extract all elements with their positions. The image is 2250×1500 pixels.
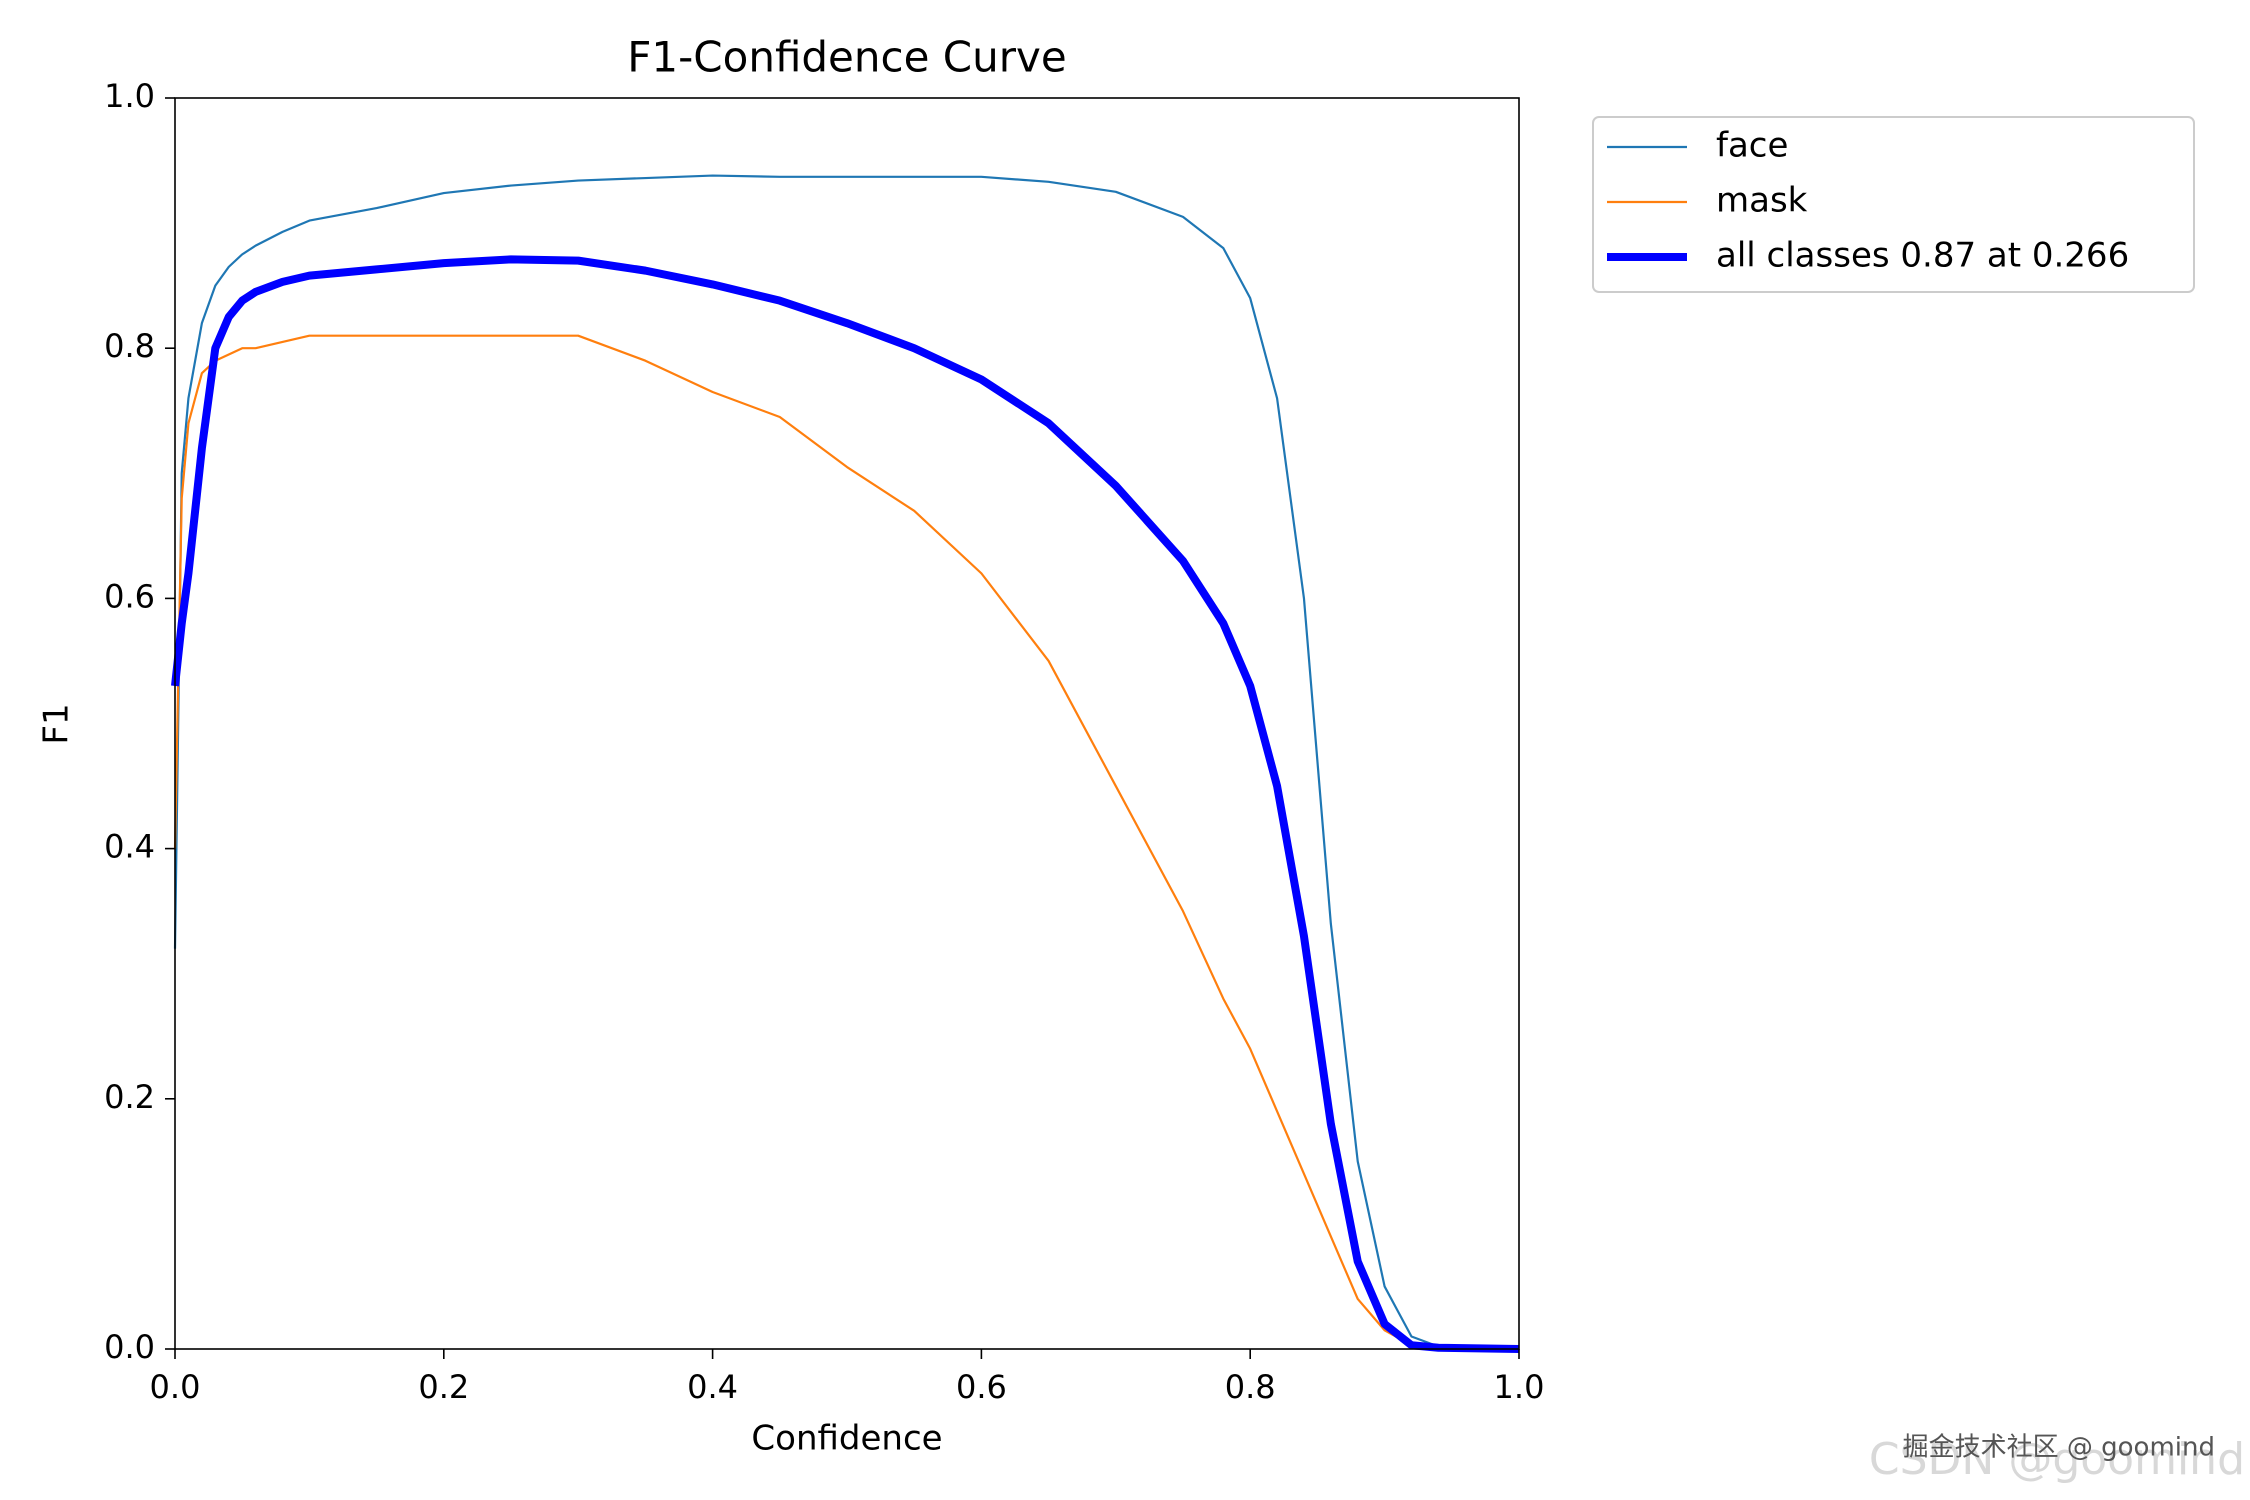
x-tick-label: 0.8 bbox=[1225, 1368, 1276, 1406]
y-tick-label: 0.2 bbox=[104, 1078, 155, 1116]
legend-box bbox=[1592, 116, 2195, 293]
watermark-overlay: 掘金技术社区 @ goomind bbox=[1903, 1433, 2215, 1463]
x-axis-label: Confidence bbox=[751, 1419, 942, 1459]
legend-label: face bbox=[1716, 126, 1788, 166]
series-line bbox=[171, 255, 1520, 1353]
series-line bbox=[173, 334, 1520, 1351]
y-tick-label: 0.8 bbox=[104, 327, 155, 365]
legend-label: all classes 0.87 at 0.266 bbox=[1716, 236, 2129, 276]
x-tick-label: 1.0 bbox=[1494, 1368, 1545, 1406]
y-tick-label: 0.4 bbox=[104, 828, 155, 866]
chart-title: F1-Confidence Curve bbox=[627, 33, 1066, 82]
series-line bbox=[173, 174, 1520, 1351]
y-tick-label: 0.6 bbox=[104, 577, 155, 615]
x-tick-label: 0.0 bbox=[150, 1368, 201, 1406]
x-tick-label: 0.6 bbox=[956, 1368, 1007, 1406]
x-tick-label: 0.2 bbox=[418, 1368, 469, 1406]
watermark: CSDN @goomind bbox=[1869, 1434, 2245, 1485]
y-tick-label: 1.0 bbox=[104, 77, 155, 115]
x-tick-label: 0.4 bbox=[687, 1368, 738, 1406]
plot-frame bbox=[174, 97, 1520, 1350]
y-tick-label: 0.0 bbox=[104, 1328, 155, 1366]
legend-label: mask bbox=[1716, 181, 1808, 221]
legend: face mask all classes 0.87 at 0.266 bbox=[1592, 116, 2195, 293]
y-axis-label: F1 bbox=[37, 703, 77, 744]
